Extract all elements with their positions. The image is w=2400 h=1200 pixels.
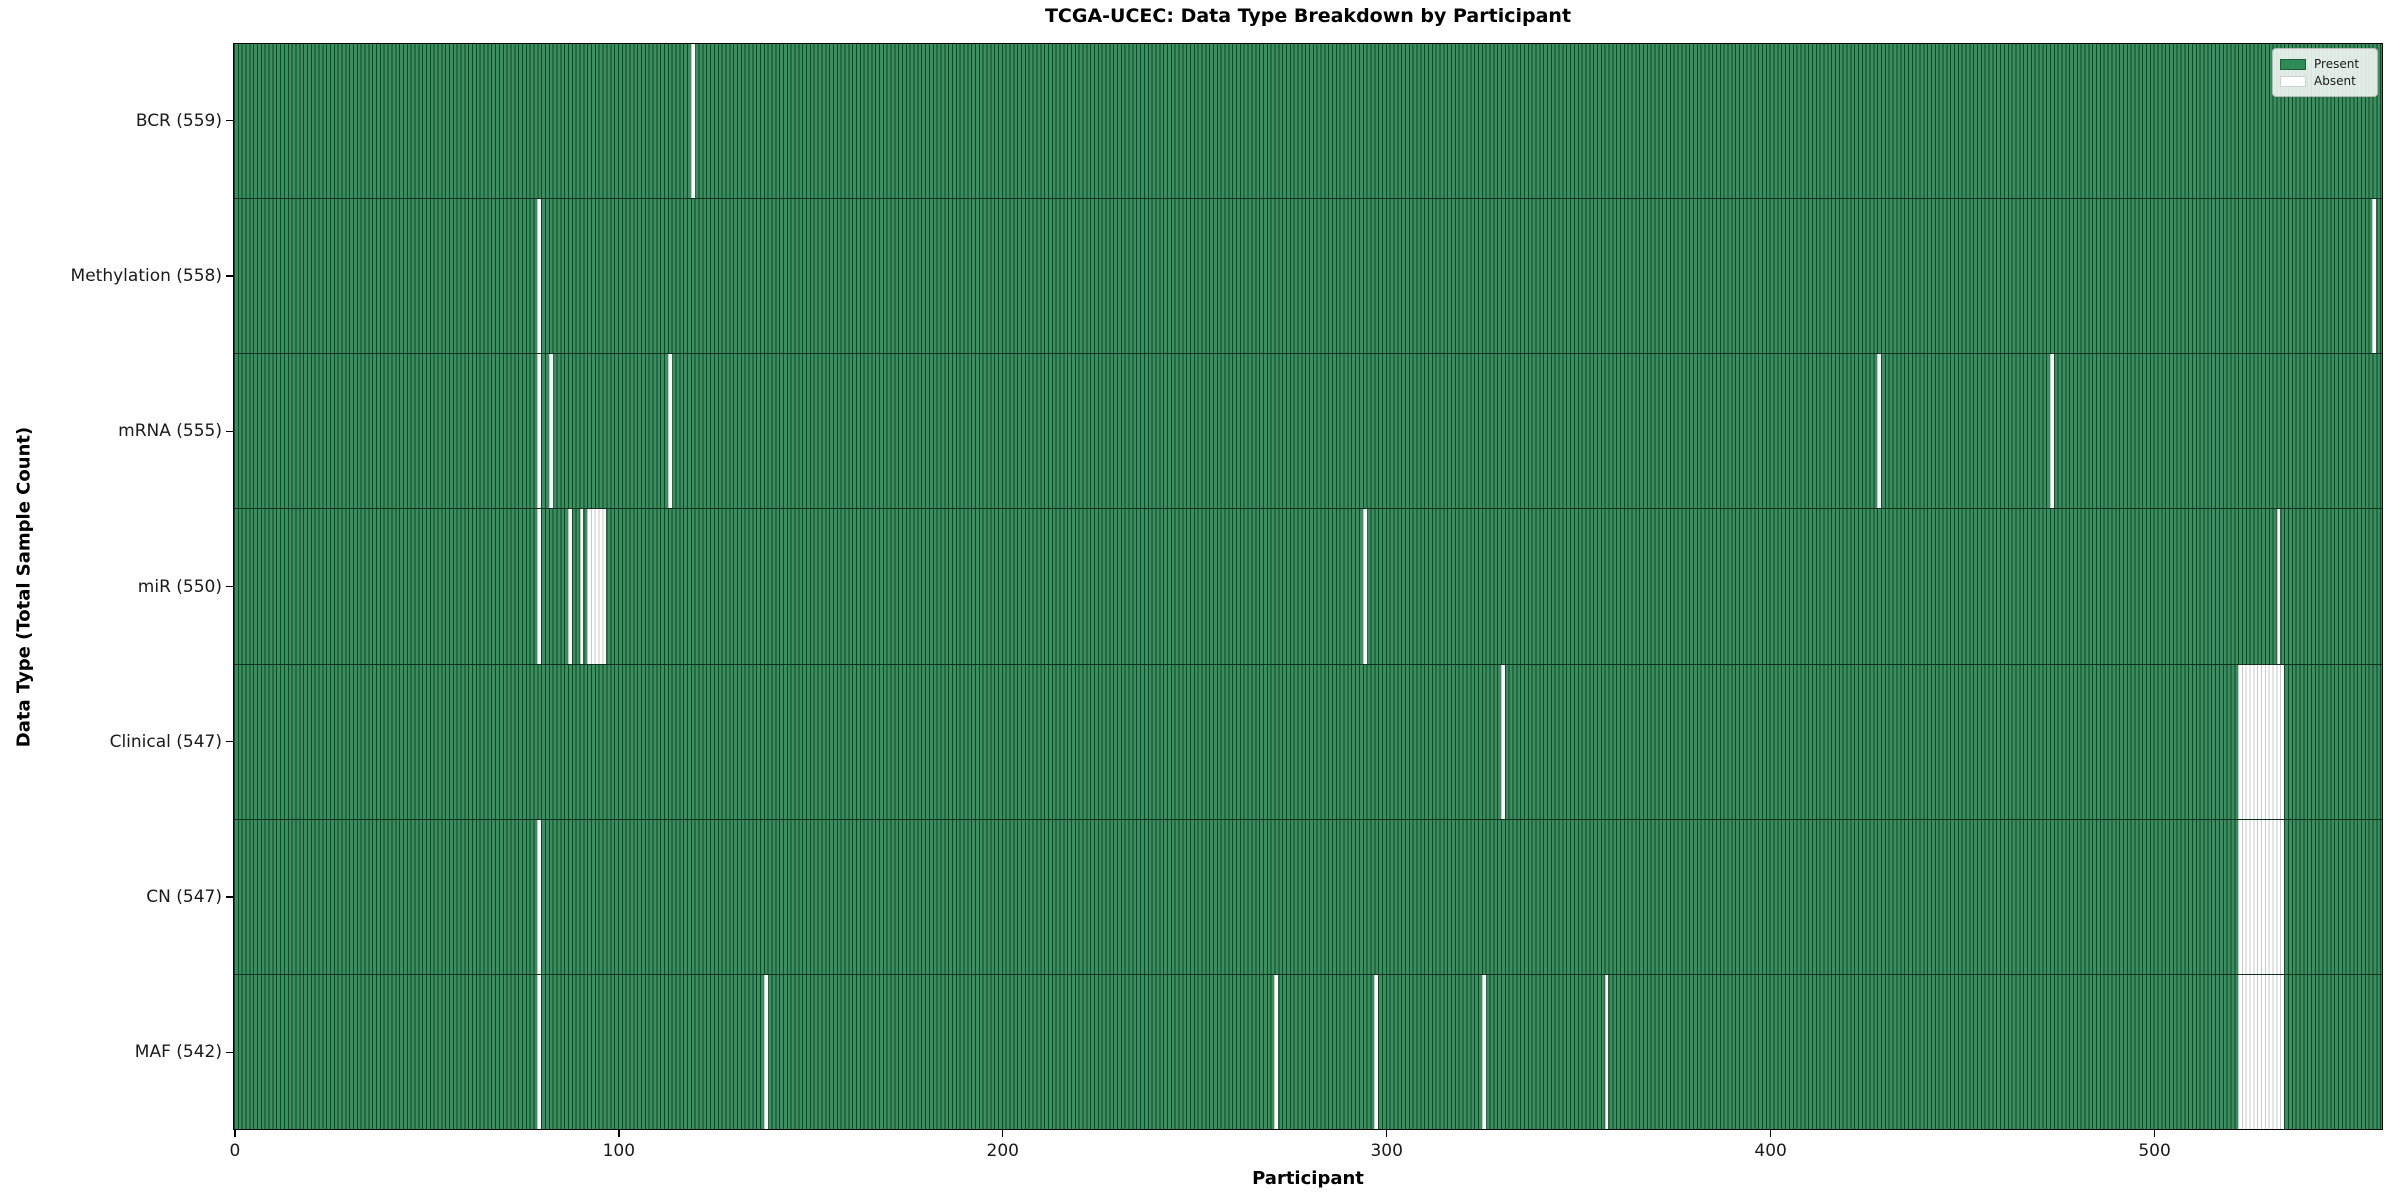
legend-entry-absent: Absent xyxy=(2280,74,2370,88)
absent-stripe xyxy=(2238,819,2285,974)
absent-stripe xyxy=(1877,354,1882,509)
ytick-label-bcr: BCR (559) xyxy=(135,110,222,131)
row-clinical xyxy=(234,664,2382,820)
ytick-label-maf: MAF (542) xyxy=(134,1042,222,1063)
ytick-mark xyxy=(226,430,233,432)
row-mir xyxy=(234,509,2382,665)
ytick-label-methylation: Methylation (558) xyxy=(70,265,222,286)
xtick-mark xyxy=(1002,1130,1004,1137)
legend-entry-present: Present xyxy=(2280,57,2370,71)
x-axis-label: Participant xyxy=(1252,1168,1364,1189)
ytick-label-cn: CN (547) xyxy=(146,887,222,908)
ytick-label-mir: miR (550) xyxy=(137,576,222,597)
legend-label-present: Present xyxy=(2314,57,2360,71)
legend: Present Absent xyxy=(2272,48,2378,97)
xtick-label-200: 200 xyxy=(986,1141,1019,1161)
row-methylation xyxy=(234,199,2382,355)
absent-stripe xyxy=(2238,974,2285,1129)
absent-stripe xyxy=(548,354,553,509)
xtick-label-400: 400 xyxy=(1754,1141,1787,1161)
absent-stripe xyxy=(690,44,695,199)
legend-label-absent: Absent xyxy=(2314,74,2356,88)
absent-stripe xyxy=(2276,509,2281,664)
present-swatch-icon xyxy=(2280,58,2306,70)
absent-stripe xyxy=(1274,974,1279,1129)
absent-stripe xyxy=(763,974,768,1129)
row-cn xyxy=(234,819,2382,975)
absent-stripe xyxy=(2372,199,2377,354)
ytick-mark xyxy=(226,896,233,898)
plot-area xyxy=(233,43,2383,1130)
absent-stripe xyxy=(1604,974,1609,1129)
xtick-mark xyxy=(1386,1130,1388,1137)
absent-stripe xyxy=(537,974,542,1129)
absent-stripe xyxy=(667,354,672,509)
absent-stripe xyxy=(2049,354,2054,509)
row-bcr xyxy=(234,44,2382,200)
row-maf xyxy=(234,974,2382,1129)
xtick-label-500: 500 xyxy=(2138,1141,2171,1161)
ytick-mark xyxy=(226,119,233,122)
absent-stripe xyxy=(537,509,542,664)
ytick-mark xyxy=(226,275,233,277)
absent-stripe xyxy=(579,509,584,664)
row-mrna xyxy=(234,354,2382,510)
xtick-mark xyxy=(2153,1130,2156,1137)
xtick-mark xyxy=(1769,1130,1772,1137)
xtick-label-100: 100 xyxy=(602,1141,636,1161)
absent-stripe xyxy=(2238,664,2285,819)
xtick-mark xyxy=(234,1130,236,1137)
xtick-label-0: 0 xyxy=(229,1141,241,1161)
absent-stripe xyxy=(1500,664,1505,819)
absent-stripe xyxy=(568,509,572,664)
absent-stripe xyxy=(537,199,542,354)
xtick-mark xyxy=(618,1130,620,1137)
absent-swatch-icon xyxy=(2280,75,2306,87)
absent-stripe xyxy=(1481,974,1486,1129)
ytick-mark xyxy=(226,585,233,588)
absent-stripe xyxy=(537,354,542,509)
xtick-label-300: 300 xyxy=(1370,1141,1403,1161)
ytick-mark xyxy=(226,741,233,743)
ytick-label-clinical: Clinical (547) xyxy=(109,731,222,752)
absent-stripe xyxy=(587,509,607,664)
absent-stripe xyxy=(1374,974,1379,1129)
chart-title: TCGA-UCEC: Data Type Breakdown by Partic… xyxy=(1044,5,1572,27)
ytick-label-mrna: mRNA (555) xyxy=(118,421,222,442)
ytick-mark xyxy=(226,1051,233,1054)
absent-stripe xyxy=(1362,509,1367,664)
absent-stripe xyxy=(537,819,542,974)
